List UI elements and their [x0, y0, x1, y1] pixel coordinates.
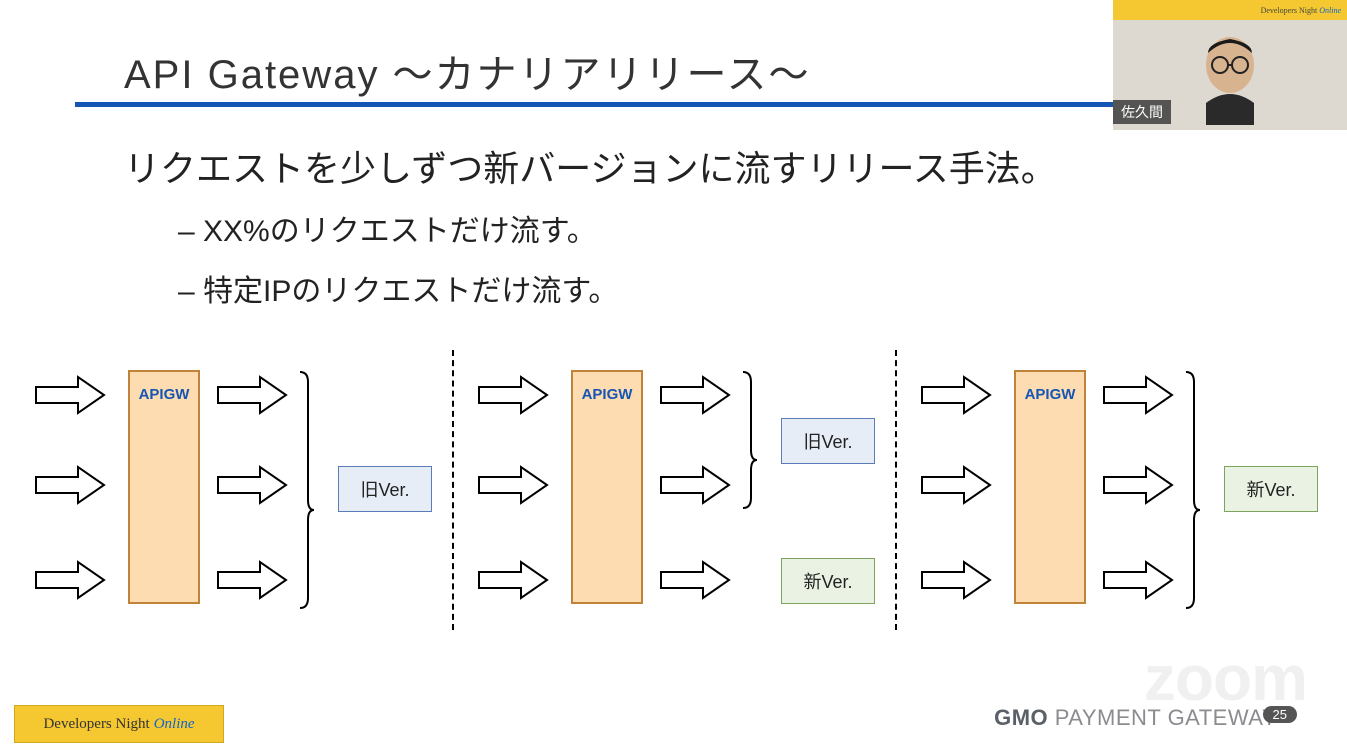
grouping-bracket [1184, 370, 1202, 610]
routed-arrow-icon [1102, 560, 1174, 600]
slide-title: API Gateway 〜カナリアリリース〜 [124, 42, 811, 100]
panel-divider [895, 350, 897, 630]
page-number-badge: 25 [1263, 706, 1297, 723]
new-version-box: 新Ver. [1224, 466, 1318, 512]
event-logo-online: Online [154, 716, 195, 733]
company-prefix: GMO [994, 705, 1048, 730]
request-arrow-icon [477, 465, 549, 505]
request-arrow-icon [477, 375, 549, 415]
request-arrow-icon [34, 465, 106, 505]
event-logo-text: Developers Night [43, 716, 149, 733]
request-arrow-icon [477, 560, 549, 600]
bullet-1: – XX%のリクエストだけ流す。 [178, 206, 597, 250]
request-arrow-icon [920, 560, 992, 600]
zoom-watermark: zoom [1144, 641, 1307, 715]
diagram-area: APIGW 旧Ver. APIGW 旧Ver. 新Ver. APIGW 新Ver. [0, 350, 1347, 640]
routed-arrow-icon [216, 465, 288, 505]
request-arrow-icon [34, 375, 106, 415]
routed-arrow-icon [216, 375, 288, 415]
request-arrow-icon [920, 465, 992, 505]
presenter-avatar-icon [1185, 25, 1275, 125]
webcam-banner-text: Developers Night [1261, 6, 1318, 15]
request-arrow-icon [920, 375, 992, 415]
apigw-box: APIGW [571, 370, 643, 604]
webcam-nameplate: 佐久間 [1113, 100, 1171, 124]
old-version-box: 旧Ver. [338, 466, 432, 512]
request-arrow-icon [34, 560, 106, 600]
routed-arrow-icon [1102, 465, 1174, 505]
apigw-box: APIGW [128, 370, 200, 604]
webcam-banner-online: Online [1319, 6, 1341, 15]
new-version-box: 新Ver. [781, 558, 875, 604]
old-version-box: 旧Ver. [781, 418, 875, 464]
routed-arrow-icon [659, 465, 731, 505]
routed-arrow-icon [216, 560, 288, 600]
company-rest: PAYMENT GATEWAY [1048, 705, 1277, 730]
title-underline [75, 102, 1115, 107]
routed-arrow-icon [659, 560, 731, 600]
apigw-box: APIGW [1014, 370, 1086, 604]
grouping-bracket [741, 370, 759, 510]
event-logo: Developers Night Online [14, 705, 224, 743]
routed-arrow-icon [659, 375, 731, 415]
grouping-bracket [298, 370, 316, 610]
footer-company: GMO PAYMENT GATEWAY [994, 705, 1277, 731]
panel-divider [452, 350, 454, 630]
webcam-banner: Developers Night Online [1113, 0, 1347, 20]
routed-arrow-icon [1102, 375, 1174, 415]
bullet-2: – 特定IPのリクエストだけ流す。 [178, 266, 618, 310]
webcam-panel: Developers Night Online 佐久間 [1113, 0, 1347, 130]
slide-subtitle: リクエストを少しずつ新バージョンに流すリリース手法。 [124, 140, 1057, 192]
